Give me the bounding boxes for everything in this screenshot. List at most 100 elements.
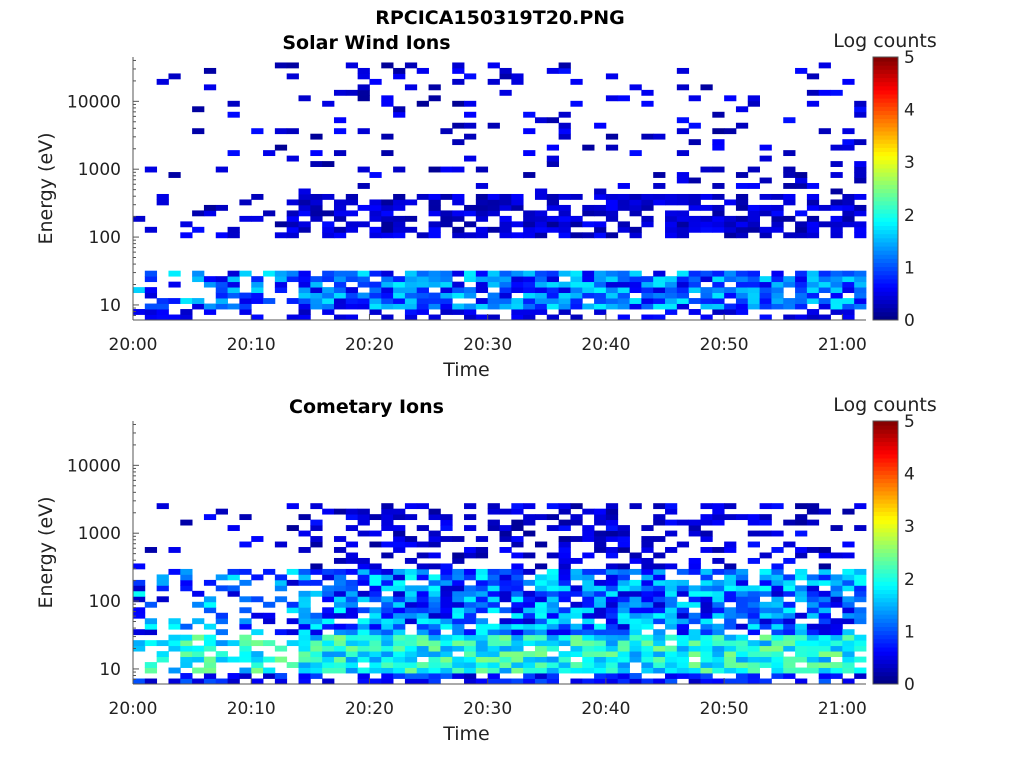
heatmap-cell	[546, 303, 560, 310]
heatmap-cell	[416, 193, 429, 200]
heatmap-cell	[594, 640, 607, 647]
heatmap-cell	[333, 303, 347, 310]
heatmap-cell	[511, 508, 524, 515]
heatmap-cell	[393, 166, 406, 173]
heatmap-cell	[594, 193, 607, 200]
heatmap-cell	[393, 67, 406, 74]
heatmap-cell	[452, 667, 465, 674]
heatmap-cell	[735, 667, 749, 674]
heatmap-cell	[369, 287, 382, 294]
heatmap-cell	[475, 629, 489, 636]
heatmap-cell	[795, 514, 808, 521]
heatmap-cell	[310, 673, 323, 679]
heatmap-cell	[298, 298, 311, 304]
heatmap-cell	[712, 292, 725, 299]
heatmap-cell	[298, 574, 311, 581]
heatmap-cell	[464, 547, 477, 553]
heatmap-cell	[487, 503, 500, 510]
heatmap-cells	[133, 503, 867, 685]
heatmap-cell	[369, 678, 382, 685]
x-tick-label: 20:10	[227, 699, 276, 719]
heatmap-cell	[251, 314, 264, 321]
heatmap-cell	[818, 62, 831, 69]
heatmap-cell	[440, 281, 453, 288]
heatmap-cell	[653, 629, 666, 636]
heatmap-cell	[546, 618, 560, 625]
heatmap-cell	[629, 618, 642, 625]
heatmap-cell	[783, 281, 796, 288]
heatmap-cell	[523, 292, 536, 299]
heatmap-cell	[511, 552, 524, 559]
heatmap-cell	[735, 309, 749, 315]
heatmap-cell	[558, 651, 571, 658]
colorbar-step	[873, 287, 898, 292]
heatmap-cell	[771, 607, 784, 614]
heatmap-cell	[322, 585, 335, 592]
heatmap-cell	[180, 314, 193, 321]
heatmap-cell	[333, 150, 347, 157]
heatmap-cell	[724, 309, 737, 315]
colorbar-step	[873, 299, 898, 305]
heatmap-cell	[558, 519, 571, 526]
heatmap-cell	[700, 634, 713, 641]
heatmap-cell	[558, 122, 571, 129]
heatmap-cell	[464, 292, 477, 299]
heatmap-cell	[345, 645, 359, 652]
heatmap-cell	[464, 640, 477, 647]
heatmap-cell	[263, 150, 276, 157]
heatmap-cell	[759, 623, 772, 630]
heatmap-cell	[133, 287, 146, 294]
heatmap-cell	[830, 226, 843, 233]
heatmap-cell	[404, 303, 418, 310]
colorbar-step	[873, 167, 898, 173]
heatmap-cell	[393, 612, 406, 619]
heatmap-cell	[747, 678, 760, 685]
heatmap-cell	[333, 612, 347, 619]
heatmap-cell	[605, 645, 619, 652]
heatmap-cell	[546, 640, 560, 647]
heatmap-cell	[688, 590, 701, 597]
colorbar-step	[873, 172, 898, 177]
heatmap-cell	[688, 673, 701, 679]
heatmap-cell	[499, 678, 512, 685]
heatmap-cell	[653, 172, 666, 178]
heatmap-cell	[771, 298, 784, 304]
heatmap-cell	[428, 579, 441, 586]
heatmap-cell	[582, 590, 595, 597]
heatmap-cell	[156, 585, 169, 592]
heatmap-cell	[546, 662, 560, 668]
y-tick-label: 1000	[78, 524, 121, 544]
heatmap-cell	[724, 226, 737, 233]
heatmap-cell	[641, 596, 654, 603]
heatmap-cell	[854, 106, 867, 113]
heatmap-cell	[440, 514, 453, 521]
heatmap-cell	[357, 618, 370, 625]
heatmap-cell	[440, 128, 453, 135]
heatmap-cell	[653, 270, 666, 277]
heatmap-cell	[688, 530, 701, 537]
heatmap-cell	[322, 508, 335, 515]
heatmap-cell	[357, 89, 370, 96]
heatmap-cell	[641, 667, 654, 674]
heatmap-cell	[759, 292, 772, 299]
heatmap-cell	[641, 541, 654, 548]
heatmap-cell	[428, 166, 441, 173]
heatmap-cell	[298, 204, 311, 211]
heatmap-cell	[735, 199, 749, 206]
heatmap-cell	[806, 199, 820, 206]
heatmap-cell	[653, 199, 666, 206]
heatmap-cell	[464, 673, 477, 679]
heatmap-cell	[676, 84, 690, 91]
heatmap-cell	[653, 634, 666, 641]
heatmap-cell	[452, 656, 465, 663]
x-tick-label: 20:40	[581, 699, 630, 719]
heatmap-cell	[286, 226, 299, 233]
heatmap-cell	[747, 100, 760, 107]
heatmap-cell	[605, 232, 619, 239]
heatmap-cell	[310, 193, 323, 200]
heatmap-cell	[428, 536, 441, 542]
heatmap-cell	[735, 673, 749, 679]
heatmap-cell	[274, 678, 288, 685]
heatmap-cell	[345, 667, 359, 674]
heatmap-cell	[381, 656, 394, 663]
